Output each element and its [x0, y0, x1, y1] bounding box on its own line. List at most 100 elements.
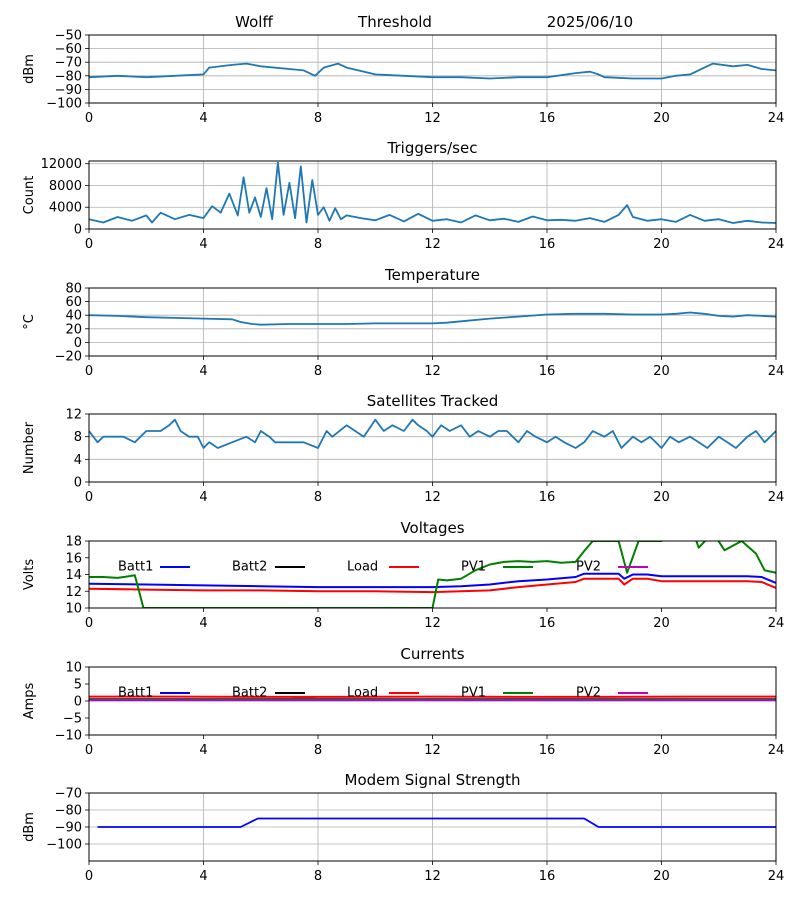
header: Wolff Threshold 2025/06/10 [235, 13, 633, 31]
chart-title: Triggers/sec [387, 139, 478, 157]
x-tick-label: 16 [539, 869, 556, 884]
x-tick-label: 0 [85, 111, 93, 126]
series-line [89, 418, 776, 449]
y-tick-label: −100 [46, 838, 82, 853]
x-tick-label: 24 [768, 616, 785, 631]
x-tick-label: 16 [539, 237, 556, 252]
y-tick-label: −5 [63, 712, 82, 727]
chart-title: Satellites Tracked [367, 392, 498, 410]
series-group [89, 541, 776, 608]
series-group [97, 817, 776, 828]
x-tick-label: 24 [768, 111, 785, 126]
series-line [89, 62, 776, 80]
y-tick-label: −70 [55, 56, 82, 71]
y-tick-label: −80 [55, 804, 82, 819]
x-tick-label: 12 [424, 111, 441, 126]
x-tick-label: 20 [653, 111, 670, 126]
series-group [89, 311, 776, 326]
x-tick-label: 4 [199, 111, 207, 126]
y-tick-label: −80 [55, 69, 82, 84]
x-tick-label: 12 [424, 743, 441, 758]
legend-label-load: Load [347, 686, 378, 701]
y-tick-label: −10 [55, 729, 82, 744]
series-line-pv1 [89, 696, 776, 700]
chart-title: Currents [400, 645, 464, 663]
x-tick-label: 4 [199, 743, 207, 758]
x-tick-label: 24 [768, 743, 785, 758]
x-tick-label: 12 [424, 616, 441, 631]
series-group [89, 695, 776, 702]
x-tick-label: 20 [653, 869, 670, 884]
x-tick-label: 16 [539, 364, 556, 379]
plot-frame [88, 792, 777, 862]
y-tick-label: 40 [65, 309, 82, 324]
y-tick-label: 12 [65, 585, 82, 600]
panel-currents: Currents Amps −10 −5 0 5 10 0 4 8 12 16 20 24 Batt1 Bat… [22, 645, 784, 758]
y-axis-label: °C [22, 314, 37, 330]
chart-title: Voltages [400, 519, 464, 537]
series-line-pv1 [89, 541, 776, 608]
series-line [97, 817, 776, 828]
x-tick-label: 20 [653, 743, 670, 758]
x-tick-label: 20 [653, 237, 670, 252]
x-tick-label: 16 [539, 490, 556, 505]
x-tick-label: 16 [539, 111, 556, 126]
y-axis-label: Number [22, 421, 37, 474]
x-tick-label: 8 [314, 869, 322, 884]
y-axis-label: dBm [22, 812, 37, 842]
y-tick-label: 10 [65, 602, 82, 617]
mode-label: Threshold [357, 13, 432, 31]
y-tick-label: 0 [74, 476, 82, 491]
legend-label-pv2: PV2 [576, 560, 601, 575]
y-axis-label: dBm [22, 54, 37, 84]
y-tick-label: −90 [55, 83, 82, 98]
x-tick-label: 24 [768, 490, 785, 505]
x-tick-label: 8 [314, 237, 322, 252]
x-tick-label: 4 [199, 364, 207, 379]
y-axis-label: Volts [22, 559, 37, 591]
x-tick-label: 4 [199, 869, 207, 884]
plot-frame [88, 160, 777, 230]
x-tick-label: 12 [424, 364, 441, 379]
x-tick-label: 16 [539, 743, 556, 758]
y-tick-label: 8 [74, 430, 82, 445]
y-axis-label: Count [22, 176, 37, 215]
series-group [89, 418, 776, 449]
x-tick-label: 8 [314, 111, 322, 126]
legend-label-pv1: PV1 [461, 560, 486, 575]
y-tick-label: −50 [55, 29, 82, 44]
station-name: Wolff [235, 13, 273, 31]
plot-frame [88, 540, 777, 609]
x-tick-label: 0 [85, 869, 93, 884]
y-tick-label: −20 [55, 350, 82, 365]
x-tick-label: 12 [424, 490, 441, 505]
y-tick-label: −60 [55, 42, 82, 57]
x-tick-label: 20 [653, 364, 670, 379]
series-line [89, 311, 776, 326]
series-line-batt1 [89, 572, 776, 589]
y-tick-label: 0 [74, 336, 82, 351]
plot-frame [88, 34, 777, 104]
y-tick-label: 14 [65, 568, 82, 583]
legend-label-pv1: PV1 [461, 686, 486, 701]
x-tick-label: 0 [85, 616, 93, 631]
plot-frame [88, 287, 777, 357]
date-label: 2025/06/10 [547, 13, 633, 31]
series-line [89, 161, 776, 224]
y-tick-label: 80 [65, 282, 82, 297]
chart-title: Temperature [384, 266, 480, 284]
y-tick-label: 4000 [49, 201, 82, 216]
y-tick-label: −70 [55, 787, 82, 802]
y-tick-label: 8000 [49, 179, 82, 194]
x-tick-label: 0 [85, 364, 93, 379]
plot-frame [88, 666, 777, 736]
y-tick-label: 10 [65, 661, 82, 676]
y-tick-label: 0 [74, 695, 82, 710]
x-tick-label: 8 [314, 364, 322, 379]
y-tick-label: 5 [74, 678, 82, 693]
